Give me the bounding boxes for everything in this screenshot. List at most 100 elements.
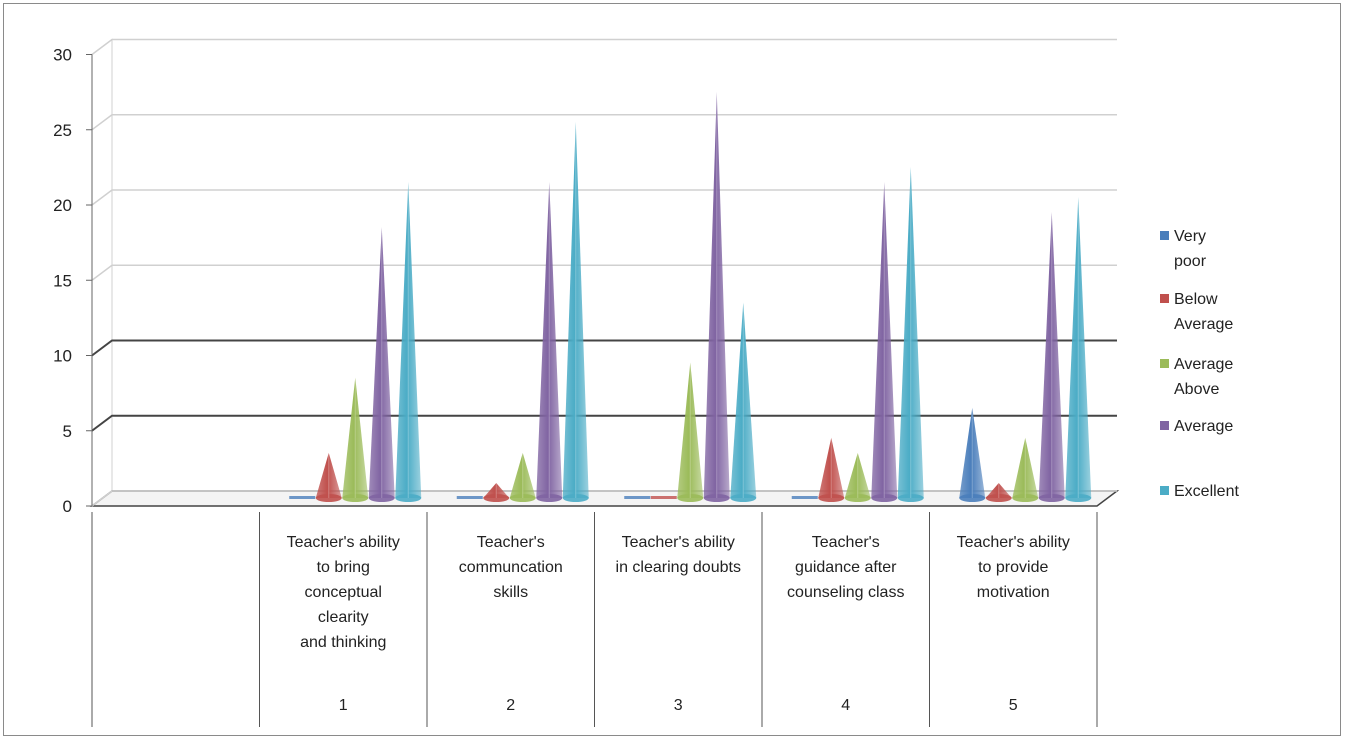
- category-description: guidance after: [795, 559, 897, 576]
- category-label: 5: [1009, 697, 1018, 714]
- cone-body: [562, 121, 589, 498]
- cone-3: [871, 181, 898, 502]
- y-axis: 0 5 10 15 20 25 30: [53, 46, 93, 516]
- legend-label: Average: [1174, 316, 1233, 333]
- cone-body: [1065, 197, 1092, 498]
- gridline: [91, 414, 1117, 432]
- y-tick-label: 15: [53, 271, 72, 290]
- y-tick-label: 30: [53, 46, 72, 65]
- cone-2: [844, 452, 871, 502]
- gridlines: [91, 38, 1117, 507]
- cone-body: [677, 362, 704, 498]
- category-description: and thinking: [300, 634, 386, 651]
- category-description: in clearing doubts: [616, 559, 741, 576]
- cone-1: [818, 437, 845, 502]
- legend-label: Average: [1174, 356, 1233, 373]
- legend: Very poor Below Average Average Above Averag…: [1160, 228, 1239, 500]
- cone-2: [1012, 437, 1039, 502]
- y-tick-label: 5: [63, 422, 72, 441]
- category-description: motivation: [977, 584, 1050, 601]
- y-tick-label: 20: [53, 196, 72, 215]
- cone-body: [818, 437, 845, 498]
- category-description: Teacher's ability: [287, 534, 400, 551]
- category-table: Teacher's ability to bring conceptual clear…: [91, 512, 1098, 727]
- flat-cone: [624, 496, 651, 499]
- cone-4: [562, 121, 589, 502]
- gridline: [91, 114, 1117, 131]
- category-description: clearity: [318, 609, 369, 626]
- chart-walls: [89, 38, 1120, 507]
- legend-swatch: [1160, 421, 1169, 430]
- y-tick-label: 0: [63, 497, 72, 516]
- cone-1: [483, 482, 510, 502]
- cone-4: [1065, 197, 1092, 502]
- legend-swatch: [1160, 294, 1169, 303]
- cone-2: [342, 377, 369, 502]
- cone-body: [483, 482, 510, 498]
- category-description: communcation: [459, 559, 563, 576]
- cone-body: [1038, 212, 1065, 499]
- cone-3: [1038, 212, 1065, 502]
- cone-4: [730, 302, 757, 502]
- category-label: 1: [339, 697, 348, 714]
- cone-2: [677, 362, 704, 502]
- cone-body: [985, 482, 1012, 498]
- cone-body: [509, 452, 536, 498]
- gridline: [91, 38, 1117, 56]
- category-label: 2: [506, 697, 515, 714]
- category-description: conceptual: [305, 584, 382, 601]
- cone-1: [315, 452, 342, 502]
- cone-body: [844, 452, 871, 498]
- cone-body: [342, 377, 369, 498]
- y-tick-label: 10: [53, 347, 72, 366]
- cone-3: [536, 181, 563, 502]
- gridline: [91, 189, 1117, 206]
- cone-body: [1012, 437, 1039, 498]
- flat-cone: [650, 496, 677, 499]
- cone-4: [897, 166, 924, 502]
- cone-4: [395, 181, 422, 502]
- legend-swatch: [1160, 231, 1169, 240]
- cone-1: [985, 482, 1012, 502]
- cone-body: [536, 181, 563, 498]
- y-tick-label: 25: [53, 121, 72, 140]
- gridline: [91, 264, 1117, 281]
- category-label: 4: [841, 697, 850, 714]
- legend-label: Average: [1174, 418, 1233, 435]
- legend-label: Excellent: [1174, 483, 1239, 500]
- chart-frame: [3, 3, 1341, 736]
- category-description: Teacher's ability: [622, 534, 735, 551]
- flat-cone: [791, 496, 818, 499]
- category-description: to bring: [317, 559, 370, 576]
- cones: [289, 91, 1092, 502]
- category-description: Teacher's: [477, 534, 545, 551]
- cone-body: [959, 407, 986, 498]
- cone-body: [703, 91, 730, 499]
- legend-swatch: [1160, 486, 1169, 495]
- legend-label: Very: [1174, 228, 1206, 245]
- cone-body: [897, 166, 924, 498]
- cone-2: [509, 452, 536, 502]
- cone-body: [871, 181, 898, 498]
- legend-label: poor: [1174, 253, 1207, 270]
- category-description: Teacher's: [812, 534, 880, 551]
- category-description: Teacher's ability: [957, 534, 1070, 551]
- cone-3: [368, 227, 395, 502]
- cone-3: [703, 91, 730, 502]
- category-description: to provide: [978, 559, 1048, 576]
- cone-body: [730, 302, 757, 498]
- category-description: counseling class: [787, 584, 904, 601]
- cone-0: [959, 407, 986, 502]
- legend-swatch: [1160, 359, 1169, 368]
- flat-cone: [289, 496, 316, 499]
- gridline: [91, 339, 1117, 357]
- legend-label: Below: [1174, 291, 1218, 308]
- category-label: 3: [674, 697, 683, 714]
- category-description: skills: [493, 584, 528, 601]
- cone-body: [315, 452, 342, 498]
- flat-cone: [456, 496, 483, 499]
- gridline: [91, 490, 1117, 507]
- cone-body: [395, 181, 422, 498]
- legend-label: Above: [1174, 381, 1219, 398]
